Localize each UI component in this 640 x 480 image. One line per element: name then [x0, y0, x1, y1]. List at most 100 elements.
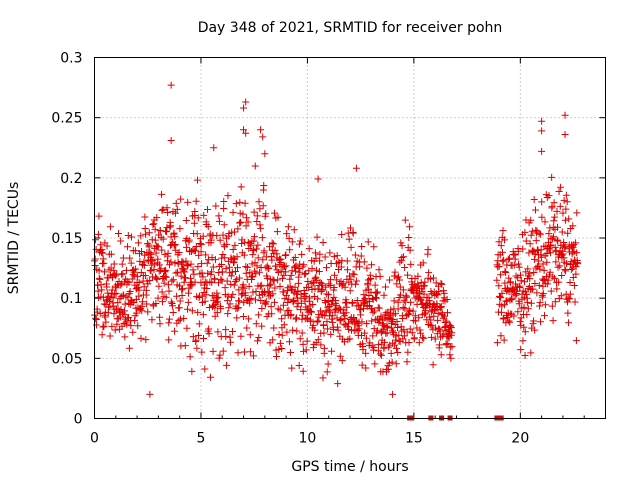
data-point [307, 308, 315, 316]
data-point [291, 253, 299, 261]
data-point [323, 290, 331, 298]
data-point [140, 261, 148, 269]
data-point [265, 265, 273, 273]
outlier-point [261, 150, 269, 158]
data-point [162, 266, 170, 274]
y-tick-label: 0.3 [60, 51, 82, 67]
data-point [293, 327, 301, 335]
data-point [219, 347, 227, 355]
data-point [173, 292, 181, 300]
data-point [399, 335, 407, 343]
data-point [505, 317, 513, 325]
data-point [447, 354, 455, 362]
data-point [572, 263, 580, 271]
data-point [550, 274, 558, 282]
data-point [419, 282, 427, 290]
data-point [242, 222, 250, 230]
data-point [103, 283, 111, 291]
data-point [98, 246, 106, 254]
data-point [140, 283, 148, 291]
data-point [300, 261, 308, 269]
data-point [179, 258, 187, 266]
data-point [373, 289, 381, 297]
data-point [360, 258, 368, 266]
data-point [431, 292, 439, 300]
data-point [549, 317, 557, 325]
data-point [283, 328, 291, 336]
data-point [537, 318, 545, 326]
data-point [530, 317, 538, 325]
data-point [565, 319, 573, 327]
data-point [164, 209, 172, 217]
data-point [276, 339, 284, 347]
data-point [405, 233, 413, 241]
data-point [232, 200, 240, 208]
data-point [258, 305, 266, 313]
data-point [145, 229, 153, 237]
data-point [502, 269, 510, 277]
data-point [129, 267, 137, 275]
data-point [324, 325, 332, 333]
data-point [425, 269, 433, 277]
data-point [271, 246, 279, 254]
axis-ticks: 0 0.05 0.1 0.15 0.2 0.25 0.3 0 5 10 15 20 [51, 51, 606, 447]
data-point [551, 298, 559, 306]
data-point [536, 265, 544, 273]
data-point [134, 322, 142, 330]
data-point [384, 365, 392, 373]
data-point [152, 300, 160, 308]
data-point [111, 290, 119, 298]
data-point [172, 269, 180, 277]
data-point [160, 279, 168, 287]
data-point [304, 278, 312, 286]
data-point [117, 305, 125, 313]
data-point [522, 237, 530, 245]
data-point [419, 259, 427, 267]
data-point [349, 270, 357, 278]
data-point [527, 216, 535, 224]
data-point [254, 241, 262, 249]
data-point [427, 333, 435, 341]
data-point [521, 352, 529, 360]
data-point [186, 353, 194, 361]
data-point [183, 324, 191, 332]
x-tick-label: 15 [405, 431, 423, 447]
x-tick-label: 20 [511, 431, 529, 447]
data-point [146, 249, 154, 257]
data-point [410, 334, 418, 342]
data-point [173, 205, 181, 213]
data-point [398, 254, 406, 262]
data-point [99, 323, 107, 331]
data-point [234, 225, 242, 233]
data-point [108, 286, 116, 294]
data-point [204, 256, 212, 264]
data-point [195, 320, 203, 328]
data-point [185, 236, 193, 244]
data-point [280, 321, 288, 329]
data-point [222, 333, 230, 341]
data-point [201, 297, 209, 305]
data-point [191, 278, 199, 286]
data-point [521, 328, 529, 336]
data-point [554, 223, 562, 231]
data-point [401, 216, 409, 224]
data-point [298, 251, 306, 259]
data-point [434, 291, 442, 299]
data-point [503, 297, 511, 305]
data-point [346, 335, 354, 343]
data-point [169, 309, 177, 317]
data-point [282, 251, 290, 259]
data-point [334, 326, 342, 334]
data-point [556, 202, 564, 210]
data-point [176, 225, 184, 233]
data-point [541, 218, 549, 226]
data-point [369, 332, 377, 340]
data-point [383, 322, 391, 330]
data-point [256, 205, 264, 213]
scatter-points [90, 81, 582, 421]
data-point [106, 332, 114, 340]
data-point [102, 318, 110, 326]
data-point [434, 316, 442, 324]
data-point [399, 314, 407, 322]
data-point [138, 302, 146, 310]
